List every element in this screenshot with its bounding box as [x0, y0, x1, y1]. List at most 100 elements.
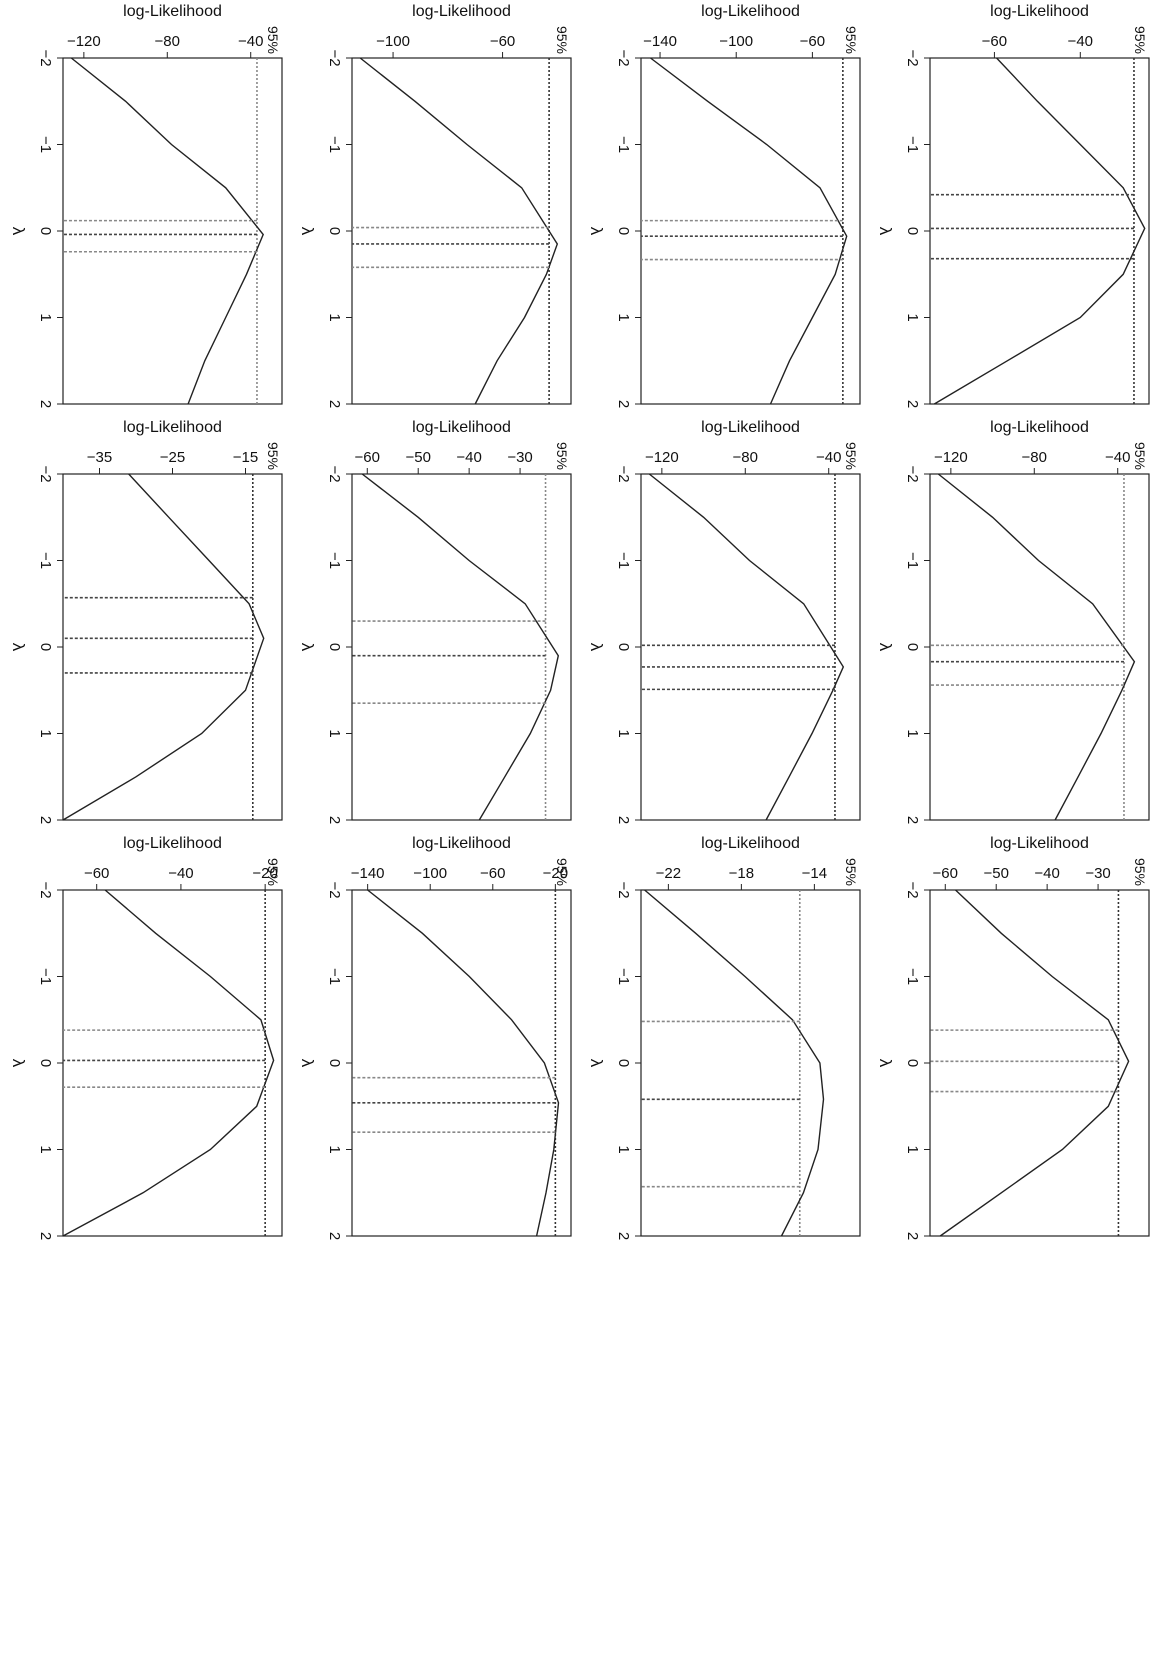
x-tick-label: −1	[326, 552, 343, 569]
x-tick-label: −1	[904, 552, 921, 569]
x-tick-label: −2	[904, 881, 921, 898]
x-tick-label: −2	[326, 881, 343, 898]
y-tick-label: −100	[413, 865, 447, 882]
x-tick-label: 0	[326, 643, 343, 651]
annotation-95: 95%	[265, 442, 281, 470]
x-tick-label: 1	[37, 729, 54, 737]
y-tick-label: −40	[456, 449, 481, 466]
likelihood-curve	[359, 57, 559, 405]
y-tick-label: −35	[87, 449, 112, 466]
y-tick-label: −40	[816, 449, 841, 466]
y-tick-label: −30	[507, 449, 532, 466]
y-axis-label: log-Likelihood	[412, 419, 511, 436]
panel-chart: −2 −1 0 1 2 −60 −50 −40 −30 95% λ log-Likelihood	[298, 419, 572, 824]
x-tick-label: 1	[326, 729, 343, 737]
y-tick-label: −120	[934, 449, 968, 466]
likelihood-curve	[361, 473, 560, 821]
y-tick-label: −30	[1085, 865, 1110, 882]
y-tick-label: −14	[802, 865, 827, 882]
x-tick-label: −1	[326, 968, 343, 985]
y-tick-label: −60	[480, 865, 505, 882]
y-tick-label: −140	[643, 33, 677, 50]
y-tick-label: −120	[645, 449, 679, 466]
y-tick-label: −20	[543, 865, 568, 882]
y-axis-label: log-Likelihood	[412, 3, 511, 20]
likelihood-curve	[644, 889, 825, 1237]
x-axis-label: λ	[876, 1059, 895, 1068]
x-tick-label: 1	[904, 1145, 921, 1153]
likelihood-panel: −2 −1 0 1 2 −60 −40 95% λ log-Likelihood	[863, 0, 1157, 416]
panel-chart: −2 −1 0 1 2 −60 −40 95% λ log-Likelihood	[876, 3, 1150, 408]
y-tick-label: −40	[1068, 33, 1093, 50]
y-tick-label: −40	[1105, 449, 1130, 466]
likelihood-curve	[62, 473, 265, 821]
likelihood-panel: −2 −1 0 1 2 −140 −100 −60 −20 95% λ log-Likelihood	[285, 832, 579, 1248]
y-axis-label: log-Likelihood	[123, 835, 222, 852]
x-tick-label: −1	[904, 136, 921, 153]
x-tick-label: 2	[326, 1232, 343, 1240]
annotation-95: 95%	[843, 858, 859, 886]
y-tick-label: −40	[238, 33, 263, 50]
x-axis-label: λ	[587, 227, 606, 236]
y-axis-label: log-Likelihood	[990, 3, 1089, 20]
likelihood-panel: −2 −1 0 1 2 −120 −80 −40 95% λ log-Likelihood	[0, 0, 290, 416]
likelihood-curve	[650, 57, 848, 405]
y-axis-label: log-Likelihood	[123, 3, 222, 20]
plot-frame	[640, 889, 861, 1237]
annotation-95: 95%	[1132, 442, 1148, 470]
y-tick-label: −18	[729, 865, 754, 882]
panel-chart: −2 −1 0 1 2 −120 −80 −40 95% λ log-Likelihood	[9, 3, 283, 408]
x-tick-label: 2	[37, 816, 54, 824]
x-tick-label: 2	[37, 400, 54, 408]
y-tick-label: −60	[490, 33, 515, 50]
y-tick-label: −80	[155, 33, 180, 50]
annotation-95: 95%	[554, 858, 570, 886]
x-tick-label: 1	[37, 1145, 54, 1153]
x-tick-label: −2	[326, 49, 343, 66]
likelihood-curve	[937, 473, 1136, 821]
y-tick-label: −60	[355, 449, 380, 466]
y-tick-label: −60	[933, 865, 958, 882]
x-tick-label: −2	[37, 465, 54, 482]
annotation-95: 95%	[554, 442, 570, 470]
y-tick-label: −22	[656, 865, 681, 882]
y-tick-label: −140	[351, 865, 385, 882]
x-tick-label: −1	[615, 136, 632, 153]
y-tick-label: −20	[252, 865, 277, 882]
panel-chart: −2 −1 0 1 2 −60 −50 −40 −30 95% λ log-Likelihood	[876, 835, 1150, 1240]
y-axis-label: log-Likelihood	[412, 835, 511, 852]
plot-frame	[640, 57, 861, 405]
y-tick-label: −50	[405, 449, 430, 466]
likelihood-curve	[367, 889, 560, 1237]
likelihood-curve	[62, 889, 275, 1237]
plot-frame	[62, 889, 283, 1237]
y-tick-label: −15	[233, 449, 258, 466]
x-axis-label: λ	[9, 227, 28, 236]
likelihood-curve	[933, 57, 1146, 405]
plot-frame	[929, 473, 1150, 821]
x-tick-label: −2	[37, 49, 54, 66]
y-tick-label: −120	[67, 33, 101, 50]
x-tick-label: 2	[904, 816, 921, 824]
y-tick-label: −60	[84, 865, 109, 882]
y-axis-label: log-Likelihood	[123, 419, 222, 436]
likelihood-panel: −2 −1 0 1 2 −120 −80 −40 95% λ log-Likelihood	[574, 416, 868, 832]
x-tick-label: 0	[615, 1059, 632, 1067]
y-tick-label: −60	[982, 33, 1007, 50]
likelihood-panel: −2 −1 0 1 2 −140 −100 −60 95% λ log-Likelihood	[574, 0, 868, 416]
plot-frame	[351, 889, 572, 1237]
x-tick-label: 0	[326, 1059, 343, 1067]
x-tick-label: 1	[615, 729, 632, 737]
x-axis-label: λ	[587, 643, 606, 652]
x-tick-label: 0	[904, 643, 921, 651]
x-tick-label: 0	[615, 643, 632, 651]
y-tick-label: −100	[719, 33, 753, 50]
x-tick-label: −1	[326, 136, 343, 153]
annotation-95: 95%	[554, 26, 570, 54]
likelihood-panel: −2 −1 0 1 2 −60 −40 −20 95% λ log-Likelihood	[0, 832, 290, 1248]
x-tick-label: −2	[37, 881, 54, 898]
